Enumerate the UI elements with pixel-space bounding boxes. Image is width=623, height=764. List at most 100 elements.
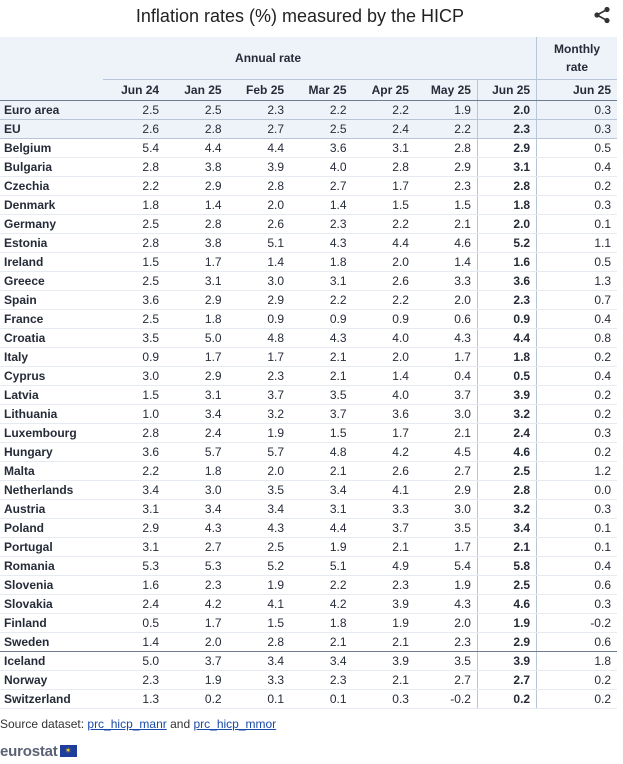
value-cell: 1.4 [165,195,228,215]
value-cell: 4.3 [290,328,353,348]
value-cell: 0.4 [536,157,617,177]
table-row: Belgium 5.4 4.4 4.4 3.6 3.1 2.8 2.9 0.5 [0,138,617,158]
value-cell: 4.4 [227,138,291,158]
source-link-mmor[interactable]: prc_hicp_mmor [193,717,277,731]
value-cell: 5.2 [227,556,291,576]
share-icon[interactable] [593,6,613,26]
value-cell: 1.5 [102,385,166,405]
value-cell: 0.8 [536,328,617,348]
value-cell: 3.1 [165,271,228,291]
value-cell: 0.9 [290,309,353,329]
value-cell: 4.0 [290,157,353,177]
value-cell: 0.3 [536,119,617,139]
value-cell: 2.3 [102,670,166,690]
value-cell: 3.3 [227,670,291,690]
column-header: Apr 25 [352,79,415,101]
table-row: Finland 0.5 1.7 1.5 1.8 1.9 2.0 1.9 -0.2 [0,613,617,633]
country-cell: Bulgaria [0,157,103,177]
country-cell: Sweden [0,632,103,652]
value-cell: 5.7 [165,442,228,462]
value-cell: 3.5 [290,385,353,405]
source-link-manr[interactable]: prc_hicp_manr [87,717,167,731]
value-cell: 1.5 [352,195,415,215]
value-cell: 3.2 [476,499,538,519]
value-cell: 3.4 [227,651,291,671]
table-row: Cyprus 3.0 2.9 2.3 2.1 1.4 0.4 0.5 0.4 [0,366,617,386]
value-cell: 0.1 [290,689,353,709]
value-cell: 0.4 [536,556,617,576]
value-cell: 1.7 [165,252,228,272]
table-row: EU 2.6 2.8 2.7 2.5 2.4 2.2 2.3 0.3 [0,119,617,139]
table-row: Italy 0.9 1.7 1.7 2.1 2.0 1.7 1.8 0.2 [0,347,617,367]
value-cell: 3.1 [102,499,166,519]
value-cell: 2.8 [165,119,228,139]
value-cell: 2.1 [290,632,353,652]
value-cell: 4.0 [352,328,415,348]
country-cell: Slovakia [0,594,103,614]
value-cell: 3.3 [352,499,415,519]
value-cell: 2.5 [102,100,166,120]
country-cell: Euro area [0,100,103,120]
value-cell: 2.3 [414,176,478,196]
value-cell: 3.4 [102,480,166,500]
value-cell: 2.3 [476,119,538,139]
value-cell: 1.7 [414,537,478,557]
value-cell: 2.2 [352,100,415,120]
table-body: Euro area 2.5 2.5 2.3 2.2 2.2 1.9 2.0 0.3 EU 2.6 2.… [0,100,617,709]
value-cell: 0.3 [536,100,617,120]
column-header: Mar 25 [290,79,353,101]
value-cell: 1.0 [102,404,166,424]
table-row: Austria 3.1 3.4 3.4 3.1 3.3 3.0 3.2 0.3 [0,499,617,519]
value-cell: 1.4 [227,252,291,272]
value-cell: 2.6 [352,271,415,291]
value-cell: 1.5 [414,195,478,215]
column-header: Jun 25 [476,79,538,101]
value-cell: 1.9 [165,670,228,690]
table-row: Lithuania 1.0 3.4 3.2 3.7 3.6 3.0 3.2 0.2 [0,404,617,424]
value-cell: 0.7 [536,290,617,310]
value-cell: 3.5 [414,651,478,671]
annual-rate-header: Annual rate [0,37,537,80]
value-cell: 3.8 [165,157,228,177]
value-cell: 2.8 [165,214,228,234]
value-cell: 4.3 [227,518,291,538]
value-cell: 1.4 [352,366,415,386]
value-cell: 1.8 [102,195,166,215]
value-cell: 0.3 [536,594,617,614]
value-cell: 3.9 [227,157,291,177]
value-cell: 1.3 [536,271,617,291]
table-row: Netherlands 3.4 3.0 3.5 3.4 4.1 2.9 2.8 0.0 [0,480,617,500]
value-cell: 3.4 [476,518,538,538]
value-cell: 3.1 [165,385,228,405]
country-cell: Switzerland [0,689,103,709]
country-cell: Czechia [0,176,103,196]
table-row: Iceland 5.0 3.7 3.4 3.4 3.9 3.5 3.9 1.8 [0,651,617,671]
value-cell: 1.7 [414,347,478,367]
country-cell: Cyprus [0,366,103,386]
value-cell: 2.8 [476,176,538,196]
value-cell: 1.7 [352,176,415,196]
value-cell: 1.8 [476,347,538,367]
value-cell: 2.0 [352,347,415,367]
value-cell: 3.5 [414,518,478,538]
value-cell: 2.3 [227,100,291,120]
column-header: Feb 25 [227,79,291,101]
value-cell: 0.2 [536,404,617,424]
country-cell: Slovenia [0,575,103,595]
value-cell: 3.1 [352,138,415,158]
value-cell: 0.2 [536,176,617,196]
value-cell: 2.8 [227,632,291,652]
value-cell: 0.4 [536,309,617,329]
country-cell: Iceland [0,651,103,671]
value-cell: 2.9 [102,518,166,538]
value-cell: 1.5 [290,423,353,443]
table-row: France 2.5 1.8 0.9 0.9 0.9 0.6 0.9 0.4 [0,309,617,329]
value-cell: 4.6 [476,594,538,614]
value-cell: 1.1 [536,233,617,253]
value-cell: 2.5 [476,461,538,481]
value-cell: 4.4 [290,518,353,538]
value-cell: 3.3 [414,271,478,291]
value-cell: 0.4 [536,366,617,386]
value-cell: 3.6 [352,404,415,424]
value-cell: 3.0 [414,404,478,424]
